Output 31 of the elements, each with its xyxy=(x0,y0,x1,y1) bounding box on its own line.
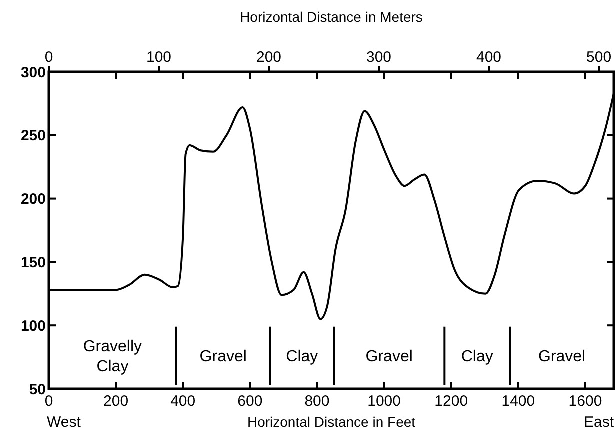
x2-tick-label: 500 xyxy=(586,49,612,66)
x2-tick-label: 100 xyxy=(146,49,172,66)
annotation: Gravel xyxy=(366,348,413,366)
x-tick-label: 600 xyxy=(238,393,263,410)
x2-tick-label: 0 xyxy=(44,49,54,66)
y-tick-label: 150 xyxy=(20,254,46,272)
x-tick-label: 1400 xyxy=(502,393,536,410)
x-axis-title: Horizontal Distance in Feet xyxy=(247,414,416,430)
annotation: Clay xyxy=(461,348,494,366)
x-tick-label: 1000 xyxy=(368,393,401,410)
annotation: Clay xyxy=(286,348,318,366)
x-tick-label: 400 xyxy=(170,393,196,410)
x-tick-label: 1200 xyxy=(434,393,468,410)
annotation: Gravel xyxy=(538,348,586,366)
x2-tick-label: 400 xyxy=(476,49,502,66)
y-tick-label: 250 xyxy=(20,128,46,145)
x-tick-label: 200 xyxy=(104,393,129,410)
text: East xyxy=(584,414,615,431)
y-tick-label: 100 xyxy=(20,318,46,335)
y-tick-label: 50 xyxy=(29,381,46,398)
annotation: Gravelly Clay xyxy=(83,338,142,376)
x2-axis-title: Horizontal Distance in Meters xyxy=(240,9,423,25)
x2-tick-label: 200 xyxy=(256,49,282,66)
text: West xyxy=(47,414,82,431)
y-tick-label: 300 xyxy=(20,64,46,82)
y-tick-label: 200 xyxy=(20,191,46,208)
x-tick-label: 1600 xyxy=(568,393,602,410)
annotation: Gravel xyxy=(200,348,247,366)
x2-tick-label: 300 xyxy=(366,49,392,66)
x-tick-label: 800 xyxy=(304,393,330,410)
x-tick-label: 0 xyxy=(44,393,54,410)
